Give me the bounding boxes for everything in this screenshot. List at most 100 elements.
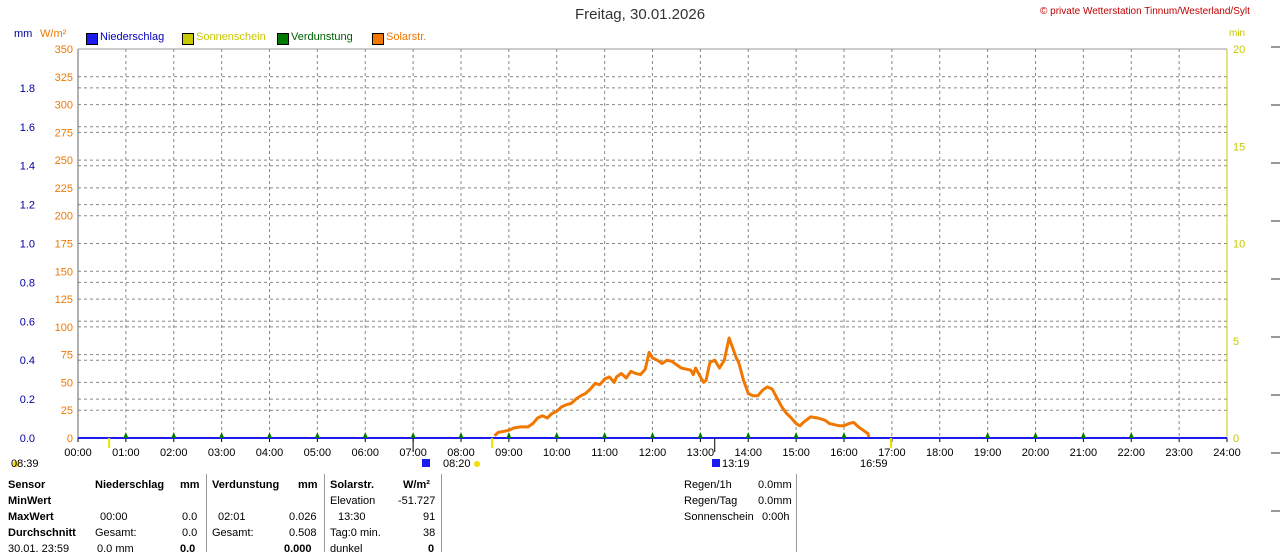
verdunstung-marker [506,432,512,438]
y-tick-label-mm: 1.4 [20,161,35,173]
y-tick-label-mm: 0.4 [20,355,35,367]
solar-tag-value: 38 [423,527,436,539]
solar-max-time: 13:30 [338,511,366,523]
verdunstung-marker [171,432,177,438]
niederschlag-max-time: 00:00 [100,511,128,523]
sunrise-time: 08:39 [11,458,39,470]
stats-divider [441,474,442,552]
twilight-box-icon [422,459,430,467]
y-tick-label-wm2: 325 [55,72,73,84]
stats-divider [796,474,797,552]
x-tick-label: 18:00 [926,447,954,459]
solar-unit: W/m² [403,479,430,491]
stats-max-label: MaxWert [8,511,54,523]
verdunstung-marker [219,432,225,438]
twilight-time: 08:20 [443,458,471,470]
legend-swatch [372,33,384,45]
verdunstung-marker [1080,432,1086,438]
x-tick-label: 07:00 [399,447,427,459]
niederschlag-last-bold: 0.0 [180,543,196,555]
y-tick-label-min: 0 [1233,433,1239,445]
stats-min-label: MinWert [8,495,52,507]
verdunstung-marker [362,432,368,438]
x-tick-label: 03:00 [208,447,236,459]
regen-tag-label: Regen/Tag [684,495,738,507]
unit-wm2-label: W/m² [40,28,67,40]
y-tick-label-min: 20 [1233,44,1245,56]
y-tick-label-wm2: 125 [55,294,73,306]
y-tick-label-wm2: 225 [55,183,73,195]
verdunstung-marker [745,432,751,438]
verdunstung-marker [602,432,608,438]
verdunstung-marker [841,432,847,438]
x-tick-label: 06:00 [351,447,379,459]
y-tick-label-wm2: 50 [61,377,73,389]
verdunstung-last-bold: 0.000 [284,543,312,555]
x-tick-label: 16:00 [830,447,858,459]
regen-tag-value: 0.0mm [758,495,792,507]
x-tick-label: 12:00 [639,447,667,459]
verdunstung-unit: mm [298,479,318,491]
sonnenschein-label: Sonnenschein [684,511,754,523]
stats-sensor-header: Sensor [8,479,46,491]
twilight-icon [474,461,480,467]
verdunstung-marker [554,432,560,438]
y-tick-label-wm2: 150 [55,266,73,278]
stats-divider [324,474,325,552]
verdunstung-marker [123,432,129,438]
chart-title: Freitag, 30.01.2026 [574,6,706,23]
stats-avg-label: Durchschnitt [8,527,76,539]
regen-1h-label: Regen/1h [684,479,732,491]
verdunstung-marker [650,432,655,438]
y-tick-label-wm2: 200 [55,211,73,223]
legend-label: Verdunstung [291,31,353,43]
verdunstung-marker [985,432,991,438]
x-tick-label: 24:00 [1213,447,1241,459]
x-tick-label: 14:00 [734,447,762,459]
x-tick-label: 15:00 [782,447,810,459]
verdunstung-marker [267,432,272,438]
x-tick-label: 21:00 [1070,447,1098,459]
y-tick-label-mm: 1.8 [20,83,35,95]
niederschlag-unit: mm [180,479,200,491]
y-tick-label-wm2: 275 [55,127,73,139]
x-tick-label: 22:00 [1117,447,1145,459]
legend-swatch [182,33,194,45]
niederschlag-max-value: 0.0 [182,511,198,523]
x-tick-label: 13:00 [687,447,715,459]
y-tick-label-wm2: 250 [55,155,73,167]
niederschlag-last-value: 0.0 mm [97,543,134,555]
solar-noon-time: 13:19 [722,458,750,470]
solar-max-value: 91 [423,511,436,523]
chart-series [493,336,871,438]
y-tick-label-mm: 0.2 [20,394,35,406]
x-tick-label: 04:00 [256,447,284,459]
verdunstung-marker [410,432,416,438]
verdunstung-max-time: 02:01 [218,511,246,523]
stats-date-label: 30.01. 23:59 [8,543,70,555]
y-tick-label-wm2: 100 [55,322,73,334]
solar-header: Solarstr. [330,479,375,491]
y-tick-label-mm: 1.2 [20,200,35,212]
x-tick-label: 23:00 [1165,447,1193,459]
chart-tick-labels: 00:00 01:00 02:00 03:00 04:00 05:00 06:00 07:00… [20,44,1246,459]
niederschlag-total-value: 0.0 [182,527,198,539]
regen-1h-value: 0.0mm [758,479,792,491]
y-tick-label-min: 15 [1233,141,1245,153]
noon-box-icon [712,459,720,467]
copyright-note: © private Wetterstation Tinnum/Westerlan… [1040,6,1250,17]
y-tick-label-wm2: 0 [67,433,73,445]
x-tick-label: 00:00 [64,447,92,459]
y-tick-label-mm: 1.0 [20,239,35,251]
chart-markers [13,432,1134,467]
solar-tag-label: Tag:0 min. [330,527,381,539]
y-tick-label-wm2: 175 [55,239,73,251]
y-tick-label-min: 5 [1233,336,1239,348]
chart-axes [77,46,1280,512]
unit-mm-label: mm [14,28,33,40]
x-tick-label: 11:00 [591,447,618,459]
verdunstung-marker [793,432,799,438]
y-tick-label-min: 10 [1233,239,1245,251]
legend-label: Sonnenschein [196,31,266,43]
